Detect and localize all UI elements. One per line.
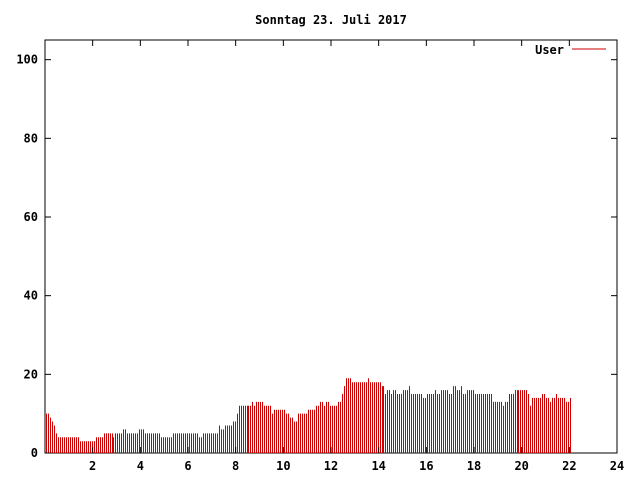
x-tick-label: 16 bbox=[419, 459, 433, 473]
x-axis: 2 4 6 8 10 12 14 16 18 20 22 24 bbox=[89, 40, 624, 473]
y-axis: 0 20 40 60 80 100 bbox=[16, 53, 617, 460]
x-tick-label: 4 bbox=[137, 459, 144, 473]
bar-series-user bbox=[46, 378, 571, 453]
x-tick-label: 10 bbox=[276, 459, 290, 473]
y-tick-label: 100 bbox=[16, 53, 38, 67]
y-tick-label: 80 bbox=[24, 131, 38, 145]
plot-frame bbox=[44, 39, 618, 454]
x-tick-label: 20 bbox=[514, 459, 528, 473]
x-tick-label: 12 bbox=[324, 459, 338, 473]
x-tick-label: 2 bbox=[89, 459, 96, 473]
y-tick-label: 20 bbox=[24, 367, 38, 381]
y-tick-label: 40 bbox=[24, 289, 38, 303]
chart-title: Sonntag 23. Juli 2017 bbox=[255, 13, 407, 27]
x-tick-label: 18 bbox=[467, 459, 481, 473]
legend: User bbox=[535, 43, 606, 57]
x-tick-label: 24 bbox=[610, 459, 624, 473]
y-tick-label: 0 bbox=[31, 446, 38, 460]
x-tick-label: 8 bbox=[232, 459, 239, 473]
x-tick-label: 14 bbox=[371, 459, 385, 473]
y-tick-label: 60 bbox=[24, 210, 38, 224]
legend-label-user: User bbox=[535, 43, 564, 57]
x-tick-label: 22 bbox=[562, 459, 576, 473]
x-tick-label: 6 bbox=[184, 459, 191, 473]
